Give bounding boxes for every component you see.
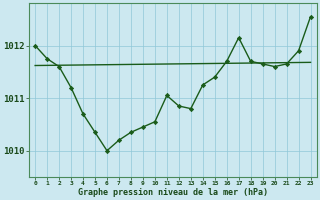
X-axis label: Graphe pression niveau de la mer (hPa): Graphe pression niveau de la mer (hPa) xyxy=(78,188,268,197)
